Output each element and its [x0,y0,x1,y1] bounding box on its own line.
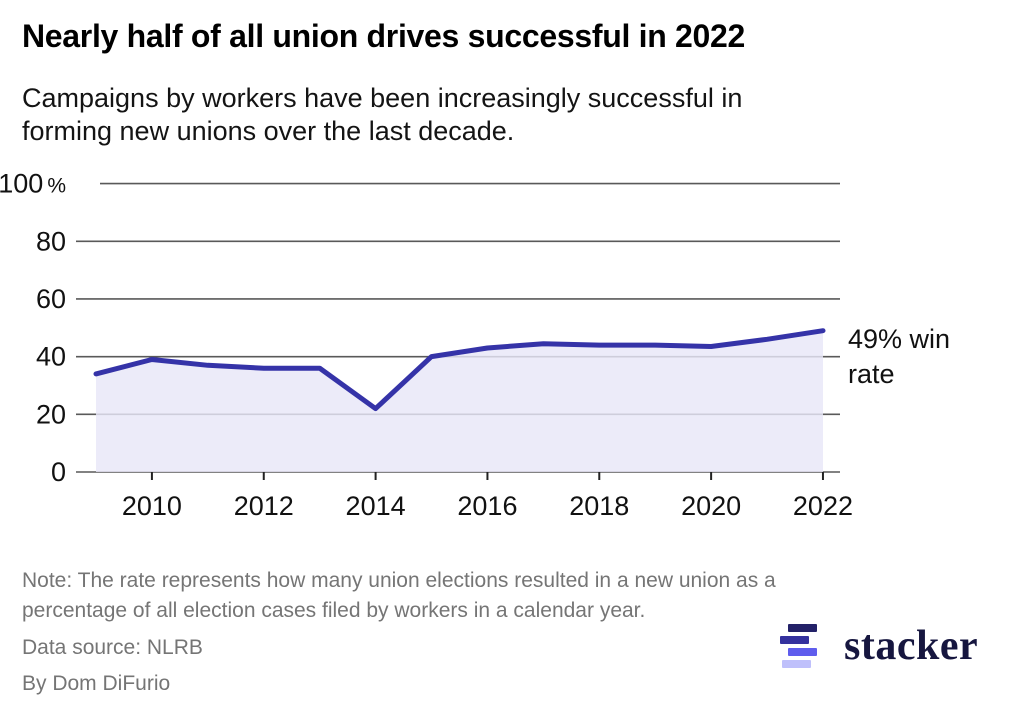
y-axis-label: 20 [36,399,66,429]
chart-subtitle-line-1: Campaigns by workers have been increasin… [22,83,743,113]
area-fill [96,330,823,472]
y-axis-label: 100% [0,169,66,199]
chart-note-line-1: Note: The rate represents how many union… [22,569,776,592]
line-chart: 0 20 40 60 80 100 % 2010 2012 2014 2016 2018 2020 202… [0,169,950,521]
chart-note: Note: The rate represents how many union… [22,566,862,626]
x-axis-label: 2016 [457,491,517,521]
chart-subtitle: Campaigns by workers have been increasin… [22,82,952,148]
x-axis-label: 2020 [681,491,741,521]
y-axis-label: 60 [36,284,66,314]
y-axis-label: 0 [51,457,66,487]
byline: By Dom DiFurio [22,672,171,695]
y-axis-label: 40 [36,342,66,372]
x-axis-label: 2022 [793,491,853,521]
logo-bar [780,636,809,644]
chart-subtitle-line-2: forming new unions over the last decade. [22,115,515,146]
x-axis-label: 2012 [234,491,294,521]
logo-bar [782,660,811,668]
value-annotation: rate [848,359,895,389]
value-annotation: 49% win [848,324,950,354]
x-axis-label: 2014 [346,491,406,521]
chart-title: Nearly half of all union drives successf… [22,18,746,54]
chart-note-line-2: percentage of all election cases filed b… [22,598,646,622]
stacker-logo-icon [772,624,832,668]
x-axis-label: 2018 [569,491,629,521]
data-source: Data source: NLRB [22,636,203,659]
stacker-wordmark: stacker [844,623,979,669]
stacker-logo: stacker [772,624,978,668]
x-axis-label: 2010 [122,491,182,521]
logo-bar [788,648,817,656]
y-axis-label: 80 [36,226,66,256]
trend-line [93,328,826,412]
logo-bar [788,624,817,632]
